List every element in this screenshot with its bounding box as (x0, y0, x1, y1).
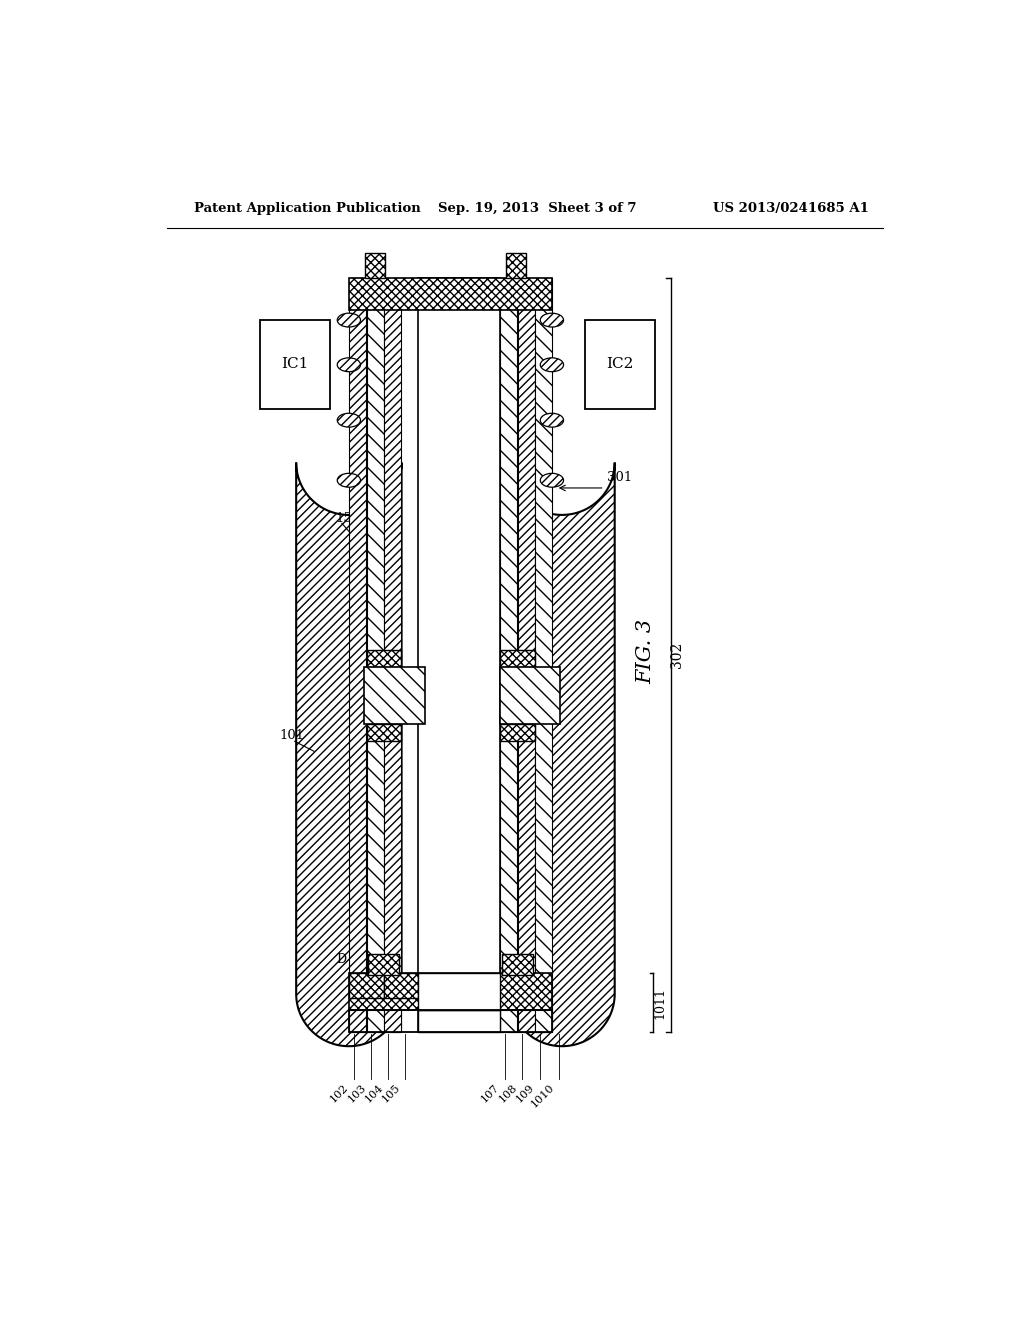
Bar (349, 277, 552, 310)
Text: 302: 302 (670, 642, 684, 668)
Bar (365, 667, 425, 725)
Text: 105: 105 (380, 1082, 402, 1105)
Bar (384, 277, 400, 1032)
Text: 12: 12 (471, 651, 488, 664)
Bar (369, 954, 399, 974)
Bar (367, 277, 384, 1032)
Text: 13: 13 (432, 987, 450, 1001)
Text: 16: 16 (442, 438, 459, 451)
Text: 1011: 1011 (653, 987, 667, 1019)
Bar (367, 725, 400, 742)
Text: 107: 107 (479, 1082, 502, 1105)
Bar (500, 667, 560, 725)
Bar (349, 1010, 366, 1032)
Text: 104: 104 (364, 1082, 385, 1105)
Ellipse shape (337, 474, 360, 487)
Bar (367, 1010, 384, 1032)
Bar (518, 277, 535, 1032)
Text: D: D (337, 953, 346, 966)
Polygon shape (296, 462, 401, 1047)
Bar (586, 321, 655, 409)
Bar (260, 321, 330, 409)
Bar (349, 277, 366, 1032)
Text: 109: 109 (514, 1082, 537, 1105)
Polygon shape (509, 462, 614, 1047)
Ellipse shape (337, 413, 360, 428)
Text: 103: 103 (346, 1082, 369, 1105)
Bar (518, 1010, 535, 1032)
Text: FIG. 3: FIG. 3 (636, 619, 655, 684)
Ellipse shape (541, 313, 563, 327)
Text: 301: 301 (607, 471, 632, 484)
Bar (366, 253, 385, 277)
Text: Patent Application Publication: Patent Application Publication (194, 202, 421, 215)
Bar (418, 1010, 500, 1032)
Text: 18: 18 (450, 638, 466, 649)
Ellipse shape (541, 474, 563, 487)
Text: 102: 102 (329, 1082, 350, 1105)
Text: d: d (461, 935, 469, 948)
Bar (349, 973, 552, 1010)
Bar (500, 1010, 517, 1032)
Text: 108: 108 (498, 1082, 519, 1105)
Text: Sep. 19, 2013  Sheet 3 of 7: Sep. 19, 2013 Sheet 3 of 7 (438, 202, 637, 215)
Bar (500, 725, 535, 742)
Bar (367, 649, 400, 667)
Bar (502, 954, 534, 974)
Ellipse shape (541, 358, 563, 372)
Bar (384, 973, 418, 998)
Bar (418, 973, 500, 1010)
Bar (418, 277, 500, 1032)
Bar (535, 1010, 552, 1032)
Text: IC2: IC2 (606, 358, 634, 371)
Bar (500, 277, 517, 1032)
Bar (349, 973, 384, 998)
Bar (384, 1010, 400, 1032)
Bar (500, 649, 535, 667)
Bar (535, 277, 552, 1032)
Text: 101: 101 (280, 730, 304, 742)
Text: US 2013/0241685 A1: US 2013/0241685 A1 (713, 202, 869, 215)
Ellipse shape (337, 358, 360, 372)
Text: 15: 15 (336, 512, 352, 525)
Text: 1010: 1010 (528, 1082, 556, 1110)
Ellipse shape (337, 313, 360, 327)
Text: 106: 106 (438, 496, 463, 510)
Text: IC1: IC1 (281, 358, 308, 371)
Bar (506, 253, 526, 277)
Ellipse shape (541, 413, 563, 428)
Text: 14: 14 (380, 685, 396, 698)
Bar (349, 1010, 552, 1032)
